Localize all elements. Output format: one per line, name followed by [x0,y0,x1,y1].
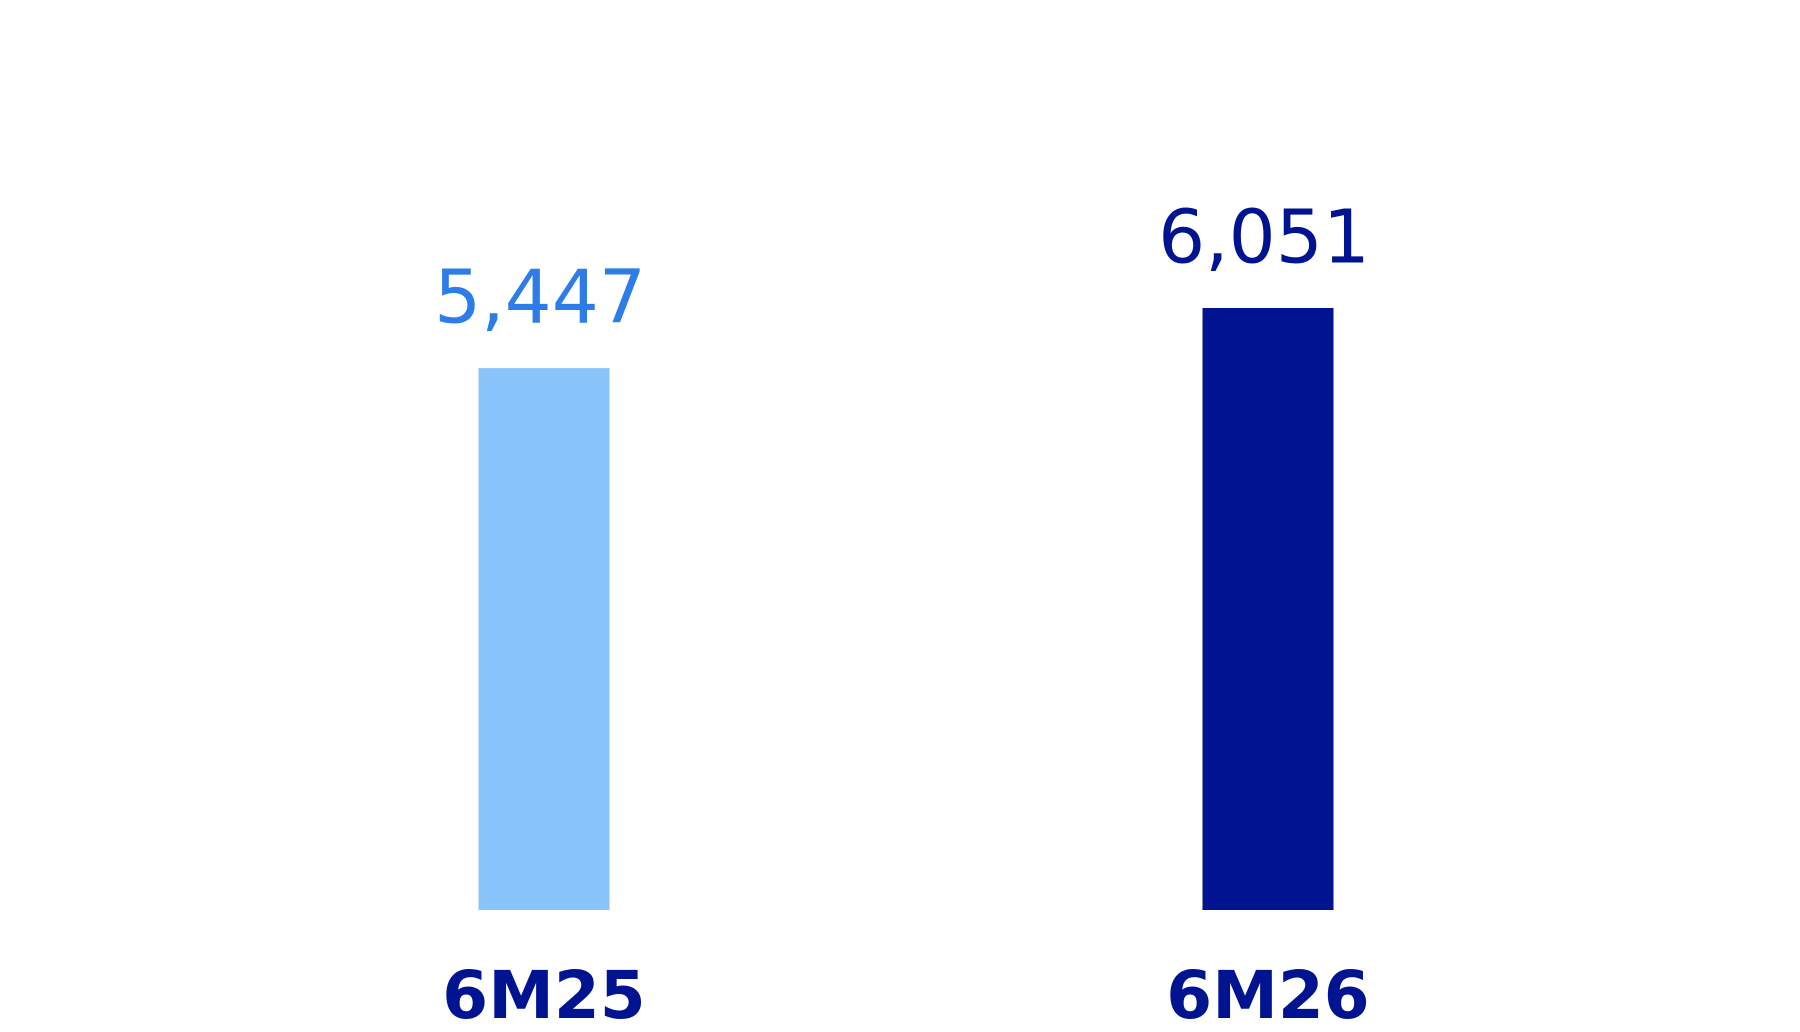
category-label: 6M25 [442,957,645,1032]
value-label: 6,051 [1158,195,1370,281]
bar [1202,308,1334,910]
value-label: 5,447 [434,255,646,341]
category-label: 6M26 [1166,957,1369,1032]
bar [478,368,610,910]
